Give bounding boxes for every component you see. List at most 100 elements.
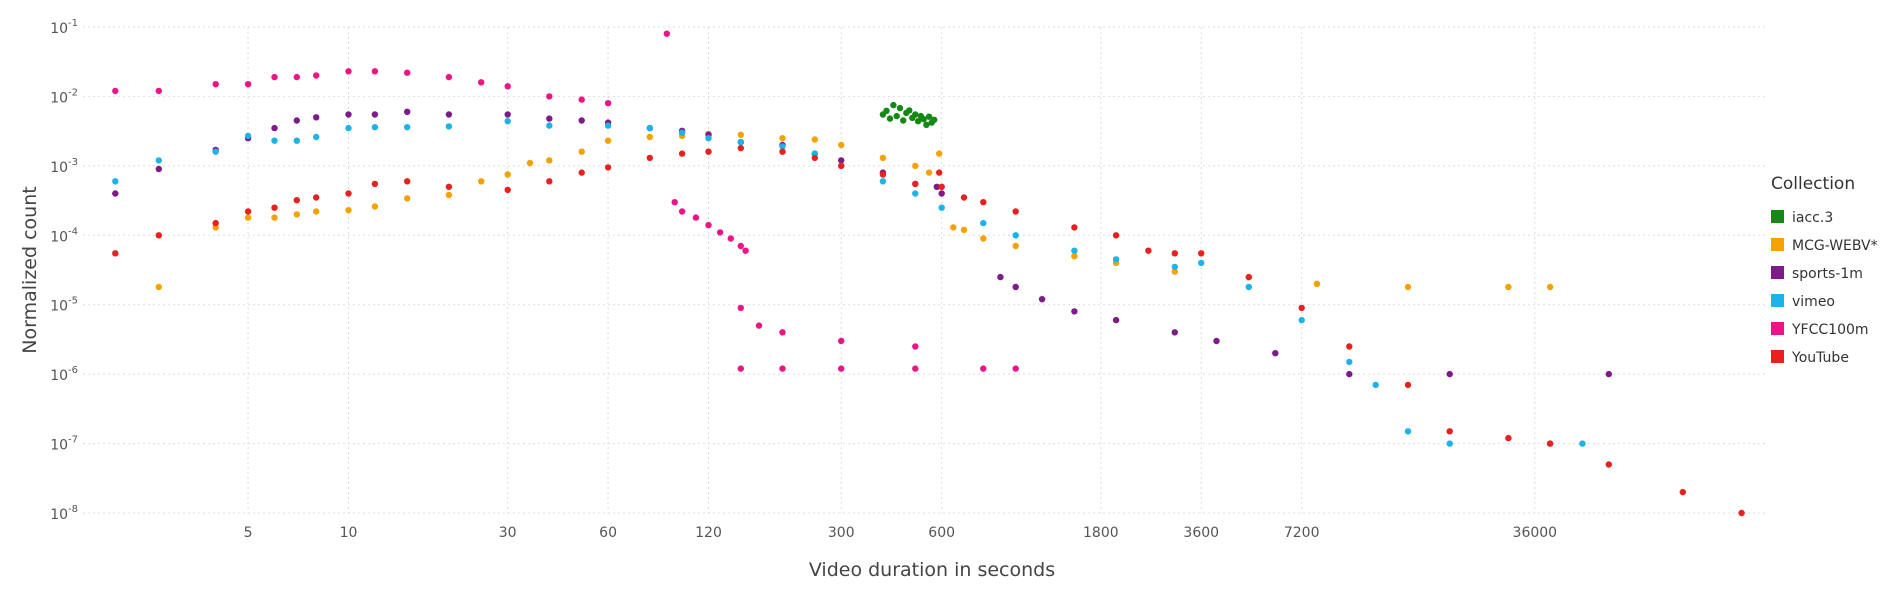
data-point [404, 108, 411, 116]
data-point [742, 247, 749, 254]
data-point [155, 283, 162, 291]
data-point [244, 214, 252, 221]
y-tick-label: 10-2 [50, 87, 78, 106]
legend-label[interactable]: YFCC100m [1791, 322, 1869, 338]
legend-swatch [1771, 350, 1784, 363]
data-point [313, 114, 320, 121]
data-point [737, 138, 744, 146]
data-point [1012, 283, 1019, 291]
data-point [1605, 370, 1613, 378]
data-point [504, 186, 511, 194]
data-point [244, 81, 252, 88]
data-point [345, 124, 352, 132]
data-point [886, 115, 894, 122]
data-point [1404, 428, 1412, 435]
legend-label[interactable]: MCG-WEBV* [1792, 238, 1878, 254]
data-point [1171, 329, 1179, 336]
data-point [504, 83, 511, 90]
data-point [155, 165, 162, 173]
x-tick-label: 5 [244, 525, 253, 541]
series-vimeo [112, 118, 1586, 447]
data-point [578, 169, 585, 176]
series-iacc-3 [879, 101, 938, 128]
legend-swatch [1771, 210, 1784, 223]
data-point [779, 329, 786, 336]
data-point [546, 93, 553, 100]
data-point [404, 195, 411, 202]
legend: Collection iacc.3 MCG-WEBV* sports-1m vimeo… [1771, 174, 1878, 366]
data-point [293, 73, 300, 81]
data-point [1505, 434, 1512, 442]
data-point [293, 197, 300, 204]
data-point [212, 81, 219, 88]
data-point [737, 242, 744, 250]
data-point [727, 235, 734, 242]
data-point [445, 191, 453, 199]
legend-label[interactable]: sports-1m [1792, 266, 1863, 282]
data-point [1112, 232, 1120, 239]
data-point [933, 183, 940, 190]
x-tick-label: 600 [928, 525, 955, 541]
data-point [1245, 283, 1253, 291]
data-point [938, 204, 945, 211]
data-point [244, 132, 252, 140]
data-point [883, 107, 890, 115]
data-point [546, 178, 553, 185]
data-point [646, 124, 653, 132]
data-point [912, 180, 919, 188]
data-point [313, 208, 320, 215]
data-point [838, 365, 845, 372]
x-tick-label: 10 [340, 525, 358, 541]
y-tick-label: 10-5 [50, 296, 78, 315]
data-point [980, 365, 987, 372]
data-point [779, 135, 786, 142]
legend-label[interactable]: YouTube [1791, 350, 1849, 366]
data-point [920, 116, 927, 123]
legend-swatch [1771, 294, 1784, 307]
data-point [779, 148, 786, 155]
data-point [1038, 296, 1046, 303]
data-point [838, 162, 845, 170]
data-point [371, 203, 379, 210]
scatter-points [112, 30, 1745, 517]
data-point [212, 219, 219, 227]
data-point [912, 190, 919, 197]
data-point [879, 178, 887, 185]
data-point [345, 68, 352, 75]
data-point [1012, 208, 1019, 215]
data-point [604, 122, 612, 129]
y-tick-label: 10-8 [50, 504, 78, 523]
data-point [737, 365, 744, 372]
data-point [950, 224, 957, 231]
data-point [1372, 381, 1379, 389]
data-point [1346, 358, 1353, 366]
data-point [504, 111, 511, 118]
data-point [1171, 250, 1179, 257]
data-point [1546, 283, 1554, 291]
data-point [1446, 428, 1453, 435]
data-point [112, 250, 119, 257]
data-point [313, 194, 320, 201]
data-point [936, 169, 943, 176]
data-point [900, 117, 907, 124]
x-tick-label: 7200 [1284, 525, 1320, 541]
data-point [737, 131, 744, 138]
data-point [371, 68, 379, 75]
data-point [663, 30, 670, 37]
data-point [678, 208, 686, 215]
data-point [293, 117, 300, 124]
legend-label[interactable]: iacc.3 [1792, 210, 1833, 226]
y-tick-label: 10-4 [50, 226, 78, 245]
data-point [445, 123, 453, 130]
data-point [912, 365, 919, 372]
data-point [938, 183, 945, 190]
data-point [371, 180, 379, 188]
data-point [1071, 247, 1078, 254]
data-point [1546, 440, 1554, 447]
data-point [1579, 440, 1586, 447]
data-point [925, 169, 933, 176]
legend-label[interactable]: vimeo [1792, 294, 1835, 310]
data-point [604, 100, 612, 107]
data-point [980, 199, 987, 206]
